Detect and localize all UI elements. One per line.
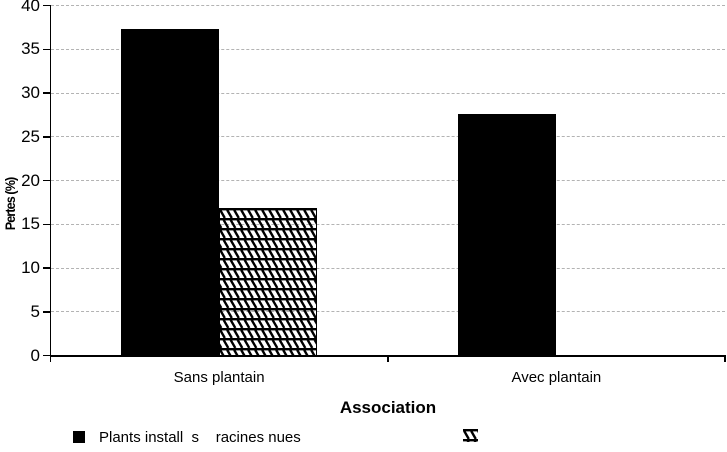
legend-hatch-swatch-icon — [463, 429, 478, 442]
x-category-label-sans-plantain: Sans plantain — [173, 369, 265, 386]
y-tick-10 — [43, 267, 50, 269]
x-axis-title: Association — [339, 398, 437, 417]
legend-item-series1: Plants install s racines nues — [73, 428, 301, 446]
y-tick-35 — [43, 48, 50, 50]
gridline-10 — [50, 267, 725, 269]
y-tick-label-10: 10 — [21, 258, 40, 277]
bar-series1-avec-plantain — [458, 114, 557, 356]
y-tick-label-20: 20 — [21, 170, 40, 190]
gridline-20 — [50, 180, 725, 181]
y-tick-30 — [43, 92, 50, 94]
y-tick-20 — [43, 179, 50, 182]
legend-solid-swatch-icon — [73, 431, 85, 443]
y-tick-15 — [43, 223, 50, 225]
x-tick-2 — [724, 355, 726, 362]
y-tick-5 — [43, 311, 50, 313]
y-tick-label-35: 35 — [21, 39, 40, 59]
y-tick-label-0: 0 — [30, 345, 40, 365]
y-tick-label-30: 30 — [21, 83, 40, 102]
y-tick-0 — [43, 354, 50, 357]
x-tick-1 — [387, 355, 389, 362]
gridline-40 — [50, 5, 725, 6]
y-tick-label-5: 5 — [30, 301, 40, 321]
gridline-30 — [50, 92, 725, 94]
y-tick-label-15: 15 — [21, 214, 40, 234]
gridline-5 — [50, 311, 725, 313]
y-tick-40 — [43, 4, 50, 7]
legend-label-series1: Plants install s racines nues — [99, 428, 301, 446]
y-tick-25 — [43, 136, 50, 138]
x-axis-line — [49, 355, 726, 357]
gridline-35 — [50, 48, 725, 50]
y-axis-line — [49, 5, 51, 356]
bar-series1-sans-plantain — [121, 29, 220, 356]
y-tick-label-40: 40 — [21, 0, 40, 15]
y-tick-label-25: 25 — [21, 126, 40, 146]
gridline-25 — [50, 136, 725, 138]
x-tick-0 — [49, 355, 52, 362]
x-category-label-avec-plantain: Avec plantain — [511, 369, 602, 386]
gridline-15 — [50, 223, 725, 225]
bar-series2-sans-plantain — [219, 207, 318, 356]
